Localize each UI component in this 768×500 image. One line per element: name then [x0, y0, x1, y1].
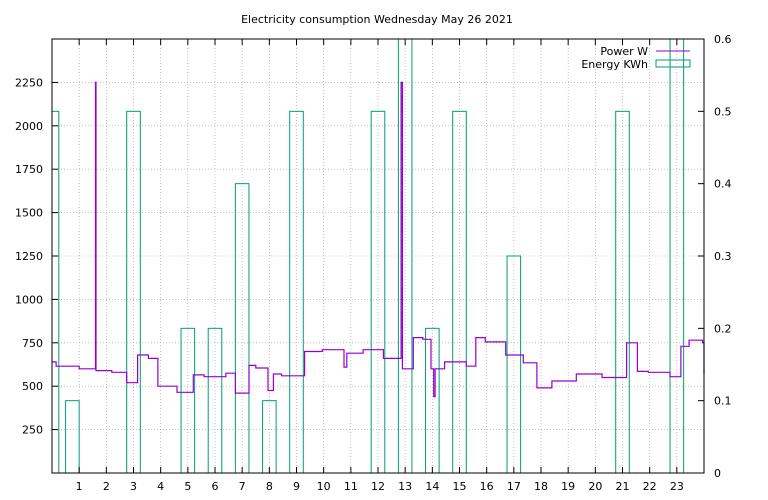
y-tick-label-right: 0.2: [714, 322, 732, 335]
x-tick-label: 16: [480, 480, 494, 493]
power-line: [52, 81, 705, 398]
y-axis-right: 0 0.1 0.2 0.3 0.4 0.5 0.6: [698, 33, 732, 480]
y-tick-label-left: 2250: [15, 76, 43, 89]
y-tick-label-left: 500: [22, 380, 43, 393]
grid: [52, 39, 704, 473]
y-axis-left: 250 500 750 1000 1250 1500 1750 2000 2250: [15, 76, 58, 437]
x-tick-label: 5: [184, 480, 191, 493]
x-tick-label: 2: [103, 480, 110, 493]
x-tick-label: 19: [561, 480, 575, 493]
x-tick-label: 17: [507, 480, 521, 493]
power-series: [52, 81, 705, 398]
y-tick-label-left: 250: [22, 424, 43, 437]
energy-bar: [207, 327, 223, 474]
y-tick-label-left: 2000: [15, 120, 43, 133]
energy-bar: [180, 327, 196, 474]
x-tick-label: 15: [453, 480, 467, 493]
x-tick-label: 9: [293, 480, 300, 493]
x-tick-label: 13: [398, 480, 412, 493]
energy-bar: [51, 110, 60, 474]
y-tick-label-right: 0.3: [714, 250, 732, 263]
x-tick-label: 22: [643, 480, 657, 493]
y-tick-label-right: 0.6: [714, 33, 732, 46]
legend-label-power: Power W: [600, 45, 648, 58]
legend-label-energy: Energy KWh: [581, 58, 648, 71]
legend: Power W Energy KWh: [581, 45, 691, 71]
x-tick-label: 11: [344, 480, 358, 493]
y-tick-label-left: 1250: [15, 250, 43, 263]
x-tick-label: 7: [239, 480, 246, 493]
x-axis: 1 2 3 4 5 6 7 8 9 10 11 12 13 14 15 16 17 18 19 20 21 22 23: [76, 39, 684, 493]
y-tick-label-left: 1500: [15, 207, 43, 220]
x-tick-label: 4: [157, 480, 164, 493]
x-tick-label: 12: [371, 480, 385, 493]
y-tick-label-left: 1000: [15, 293, 43, 306]
x-tick-label: 10: [317, 480, 331, 493]
x-tick-label: 18: [534, 480, 548, 493]
energy-bar: [65, 400, 80, 474]
y-tick-label-left: 750: [22, 337, 43, 350]
y-tick-label-right: 0.1: [714, 395, 732, 408]
x-tick-label: 21: [616, 480, 630, 493]
y-tick-label-right: 0.4: [714, 178, 732, 191]
y-tick-label-right: 0: [714, 467, 721, 480]
x-tick-label: 1: [76, 480, 83, 493]
y-tick-label-right: 0.5: [714, 105, 732, 118]
legend-box-energy: [655, 59, 691, 68]
x-tick-label: 3: [130, 480, 137, 493]
x-tick-label: 8: [266, 480, 273, 493]
x-tick-label: 14: [425, 480, 439, 493]
chart-title: Electricity consumption Wednesday May 26…: [241, 13, 513, 26]
x-tick-label: 23: [670, 480, 684, 493]
y-tick-label-left: 1750: [15, 163, 43, 176]
x-tick-label: 20: [588, 480, 602, 493]
x-tick-label: 6: [212, 480, 219, 493]
energy-bar: [425, 327, 440, 474]
